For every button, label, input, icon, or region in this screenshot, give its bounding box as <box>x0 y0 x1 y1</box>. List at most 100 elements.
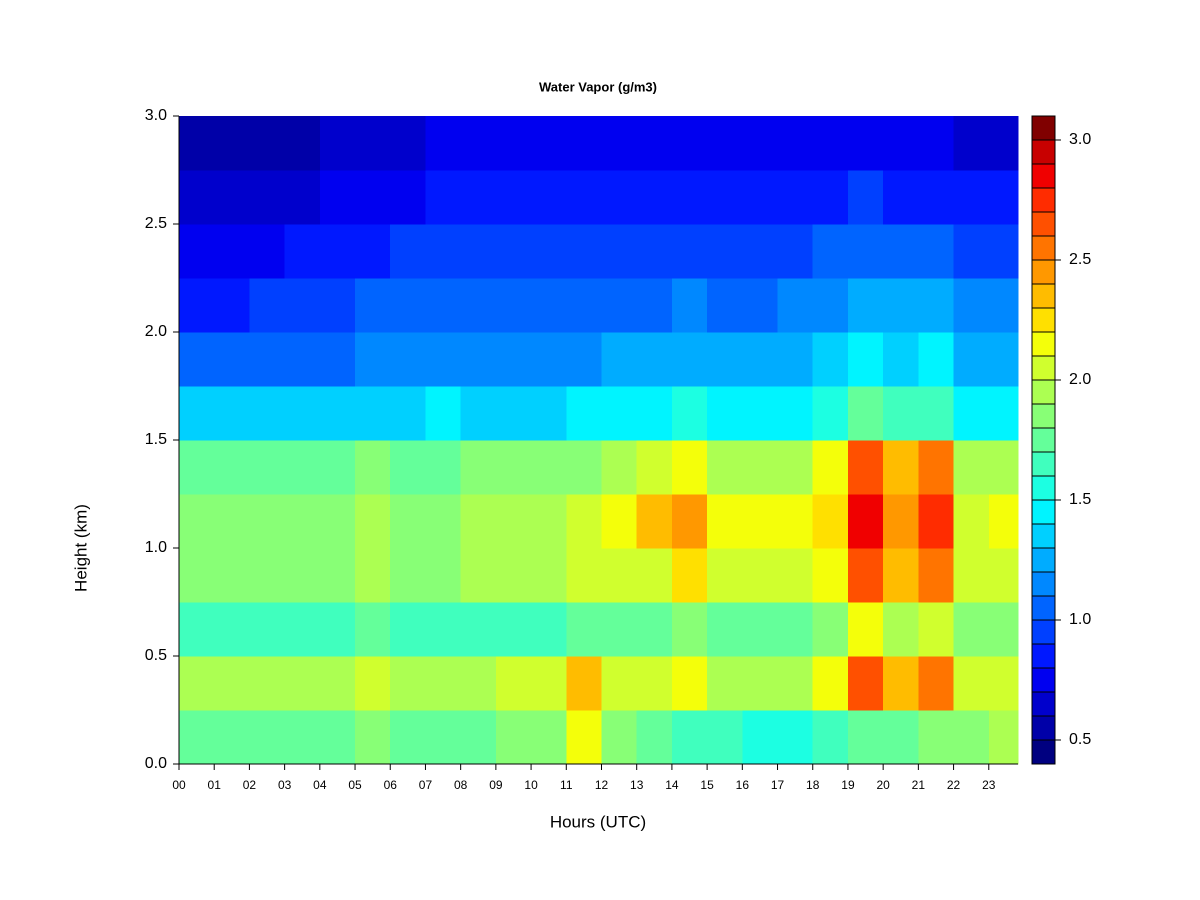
heatmap-cell <box>425 710 462 765</box>
heatmap-cell <box>249 440 286 495</box>
heatmap-cell <box>355 656 391 711</box>
heatmap-cell <box>566 602 602 657</box>
heatmap-cell <box>319 710 356 765</box>
heatmap-cell <box>425 278 462 333</box>
axes: 0.0 0.5 1.0 1.5 2.0 2.5 3.0 00 01 02 03 04 05 06 07 08 0… <box>145 107 1092 792</box>
heatmap-cell <box>812 656 849 711</box>
colorbar-swatch <box>1031 691 1056 717</box>
heatmap-cell <box>601 386 638 441</box>
heatmap-cell <box>636 170 673 225</box>
heatmap-cell <box>883 170 919 225</box>
heatmap-cell <box>671 602 708 657</box>
heatmap-cell <box>214 332 250 387</box>
heatmap-cell <box>777 116 814 171</box>
y-axis-label: Height (km) <box>71 504 90 592</box>
heatmap-cell <box>214 386 250 441</box>
heatmap-cell <box>460 116 497 171</box>
heatmap-cell <box>460 548 497 603</box>
x-tick-label: 10 <box>524 778 538 792</box>
heatmap-cell <box>460 170 497 225</box>
heatmap-cell <box>531 116 567 171</box>
heatmap-cell <box>742 332 779 387</box>
heatmap-cell <box>601 170 638 225</box>
heatmap-cell <box>319 386 356 441</box>
heatmap-cell <box>707 602 743 657</box>
heatmap-cell <box>636 548 673 603</box>
heatmap-cell <box>707 332 743 387</box>
chart-title: Water Vapor (g/m3) <box>539 79 657 94</box>
heatmap-cell <box>319 440 356 495</box>
y-tick-label: 1.5 <box>145 431 167 448</box>
colorbar-swatch <box>1031 523 1056 549</box>
heatmap-cell <box>953 494 990 549</box>
heatmap-cell <box>601 440 638 495</box>
heatmap-cell <box>847 548 884 603</box>
heatmap-cell <box>495 440 532 495</box>
heatmap-cell <box>918 386 955 441</box>
heatmap-cell <box>531 386 567 441</box>
heatmap-cell <box>847 494 884 549</box>
y-tick-label: 0.5 <box>145 647 167 664</box>
heatmap-cell <box>495 170 532 225</box>
heatmap-cell <box>601 224 638 279</box>
colorbar-swatch <box>1031 427 1056 453</box>
heatmap-cell <box>918 710 955 765</box>
colorbar-swatch <box>1031 283 1056 309</box>
heatmap-cell <box>601 602 638 657</box>
heatmap-cell <box>425 548 462 603</box>
heatmap-cell <box>777 710 814 765</box>
heatmap-cell <box>883 116 919 171</box>
heatmap-cell <box>953 710 990 765</box>
heatmap-cell <box>284 440 321 495</box>
heatmap-cell <box>390 602 426 657</box>
heatmap-cell <box>284 548 321 603</box>
heatmap-cell <box>777 656 814 711</box>
heatmap-cell <box>460 386 497 441</box>
x-tick-label: 18 <box>806 778 820 792</box>
heatmap-cell <box>777 332 814 387</box>
colorbar-tick-label: 1.0 <box>1069 611 1091 628</box>
heatmap-cell <box>847 602 884 657</box>
heatmap-cell <box>390 656 426 711</box>
heatmap-cell <box>988 602 1019 657</box>
heatmap-cell <box>847 170 884 225</box>
heatmap-cell <box>284 116 321 171</box>
heatmap-cell <box>460 656 497 711</box>
heatmap-cell <box>636 656 673 711</box>
colorbar-swatch <box>1031 259 1056 285</box>
heatmap-cell <box>390 224 426 279</box>
x-tick-label: 09 <box>489 778 503 792</box>
heatmap-cell <box>812 278 849 333</box>
heatmap-cell <box>953 332 990 387</box>
heatmap-cell <box>707 710 743 765</box>
heatmap-cell <box>284 494 321 549</box>
heatmap-cell <box>988 332 1019 387</box>
heatmap-cell <box>988 440 1019 495</box>
heatmap-cell <box>812 332 849 387</box>
x-tick-label: 04 <box>313 778 327 792</box>
heatmap-cell <box>355 170 391 225</box>
heatmap-cell <box>953 548 990 603</box>
heatmap-cell <box>671 440 708 495</box>
heatmap-cell <box>179 494 215 549</box>
heatmap-cell <box>390 116 426 171</box>
y-tick-label: 1.0 <box>145 539 167 556</box>
heatmap-cell <box>214 602 250 657</box>
heatmap-cell <box>214 170 250 225</box>
heatmap-cell <box>883 494 919 549</box>
heatmap-cell <box>214 710 250 765</box>
heatmap-cell <box>566 548 602 603</box>
heatmap-cell <box>883 548 919 603</box>
heatmap-cell <box>425 494 462 549</box>
heatmap-cell <box>707 386 743 441</box>
heatmap-cell <box>460 440 497 495</box>
heatmap-cell <box>636 710 673 765</box>
heatmap-cell <box>249 278 286 333</box>
colorbar-swatch <box>1031 355 1056 381</box>
colorbar-swatch <box>1031 547 1056 573</box>
heatmap-cell <box>319 278 356 333</box>
colorbar-swatch <box>1031 595 1056 621</box>
heatmap-cell <box>601 548 638 603</box>
heatmap-cell <box>953 278 990 333</box>
